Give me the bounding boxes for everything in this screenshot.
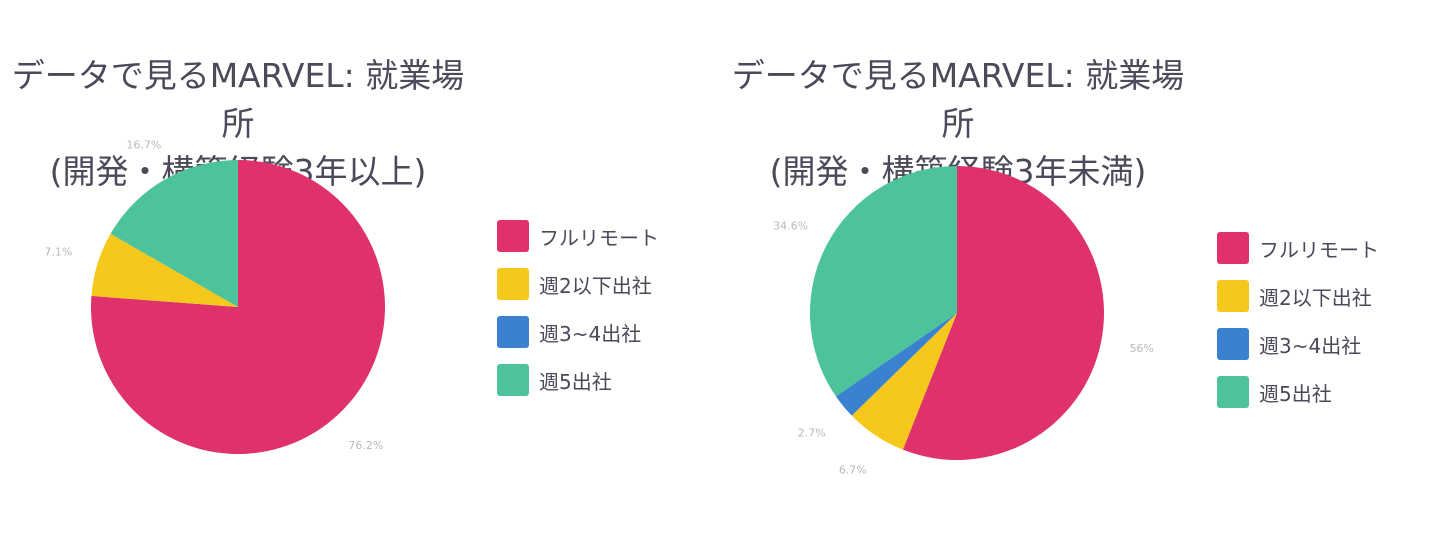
legend-item-weekly-5: 週5出社 [497,356,659,404]
pie-slice-weekly-3-4 [835,313,957,416]
legend-label: 週5出社 [1259,381,1332,406]
legend-swatch [1217,328,1249,360]
legend-swatch [497,364,529,396]
chart-title-line-1: データで見るMARVEL: 就業場所 [11,56,465,143]
chart-title: データで見るMARVEL: 就業場所 (開発・構築経験3年未満) [720,52,1196,196]
legend-item-full-remote: フルリモート [1217,224,1379,272]
chart-title: データで見るMARVEL: 就業場所 (開発・構築経験3年以上) [0,52,476,196]
legend: フルリモート 週2以下出社 週3~4出社 週5出社 [1217,224,1379,416]
legend-swatch [1217,280,1249,312]
pie-slice-weekly-5 [110,160,238,307]
pie-label-weekly-2-or-less: 7.1% [44,246,72,259]
legend-label: 週3~4出社 [1259,333,1362,358]
pie-label-full-remote: 76.2% [348,439,383,452]
legend-item-weekly-2-or-less: 週2以下出社 [1217,272,1379,320]
pie-label-full-remote: 56% [1129,342,1153,355]
chart-experienced: データで見るMARVEL: 就業場所 (開発・構築経験3年以上) 76.2% 7.… [0,52,659,455]
legend-item-weekly-3-4: 週3~4出社 [497,308,659,356]
pie-slice-full-remote [902,166,1104,460]
pie-label-weekly-5: 16.7% [126,138,161,151]
legend-label: 週2以下出社 [539,273,652,298]
pie-slice-weekly-5 [810,166,957,397]
pie-label-weekly-3-4: 2.7% [798,426,826,439]
chart-less-experienced: データで見るMARVEL: 就業場所 (開発・構築経験3年未満) 56% 6.7%… [720,0,1440,545]
legend-swatch [1217,376,1249,408]
legend-swatch [497,316,529,348]
pie-chart: 56% 6.7% 2.7% 34.6% [773,166,1154,476]
pie-label-weekly-5: 34.6% [773,220,808,233]
pie-label-weekly-2-or-less: 6.7% [839,463,867,476]
pie-slice-weekly-2-or-less [851,313,957,450]
legend-label: フルリモート [1259,237,1379,262]
legend-label: フルリモート [539,225,659,250]
pie-slice-full-remote [91,160,386,455]
legend-label: 週5出社 [539,369,612,394]
legend-item-full-remote: フルリモート [497,212,659,260]
chart-title-line-1: データで見るMARVEL: 就業場所 [731,56,1185,143]
legend-item-weekly-5: 週5出社 [1217,368,1379,416]
legend-swatch [1217,232,1249,264]
legend-label: 週3~4出社 [539,321,642,346]
pie-slice-weekly-2-or-less [91,233,239,307]
legend-swatch [497,268,529,300]
legend-swatch [497,220,529,252]
legend: フルリモート 週2以下出社 週3~4出社 週5出社 [497,212,659,404]
legend-label: 週2以下出社 [1259,285,1372,310]
legend-item-weekly-2-or-less: 週2以下出社 [497,260,659,308]
legend-item-weekly-3-4: 週3~4出社 [1217,320,1379,368]
pie-chart: 76.2% 7.1% 16.7% [44,138,386,455]
